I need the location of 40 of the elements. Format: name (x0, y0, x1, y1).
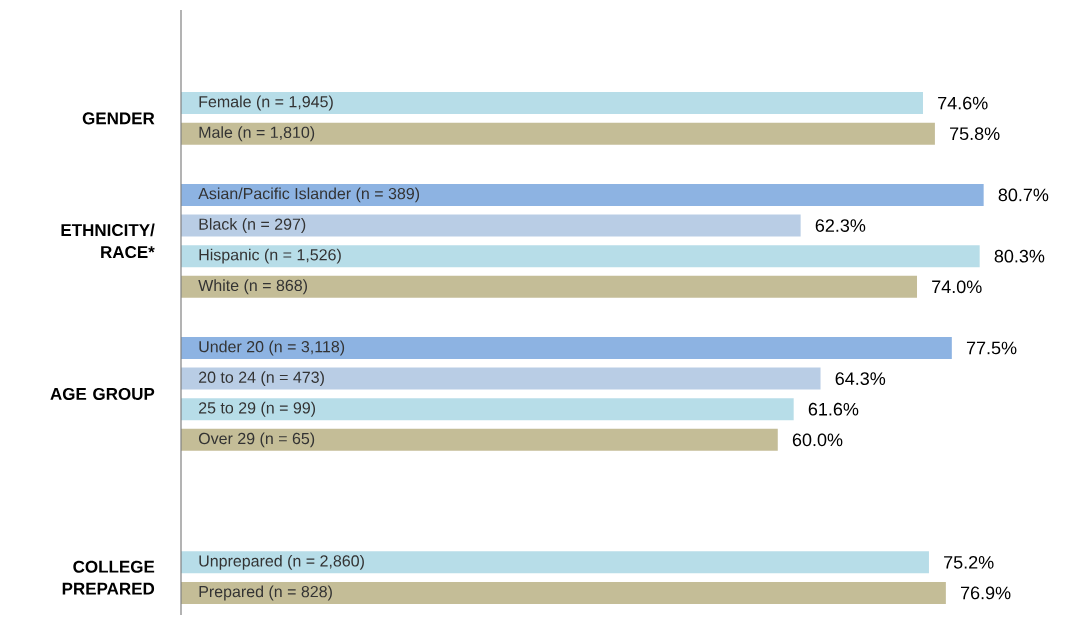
bar (181, 398, 794, 421)
data-label: 64.3% (835, 372, 886, 385)
data-label: 60.0% (792, 433, 843, 447)
data-label: 80.3% (994, 249, 1045, 263)
data-label: 77.5% (966, 341, 1017, 355)
y-tick-label: Prepared (n = 828) (199, 585, 332, 601)
data-label: 61.6% (808, 402, 859, 416)
y-tick-label: 20 to 24 (n = 473) (199, 371, 324, 387)
data-label: 74.0% (932, 280, 982, 294)
data-label: 75.2% (944, 555, 994, 569)
bar (181, 337, 952, 360)
bar (181, 581, 946, 604)
text: GENDER (82, 112, 155, 125)
data-label: 80.7% (998, 188, 1049, 202)
y-tick-label: Over 29 (n = 65) (198, 432, 315, 448)
text: ETHNICITY/ RACE* (61, 223, 155, 259)
bar (181, 122, 935, 145)
bar (181, 214, 801, 237)
bar (181, 275, 918, 298)
data-label: 62.3% (815, 219, 866, 232)
y-tick-label: Hispanic (n = 1,526) (199, 248, 341, 264)
bar (181, 183, 984, 206)
bar (181, 551, 929, 574)
y-tick-label: Male (n = 1,810) (199, 126, 315, 142)
y-tick-label: 25 to 29 (n = 99) (199, 401, 316, 417)
y-tick-label: Asian/Pacific Islander (n = 389) (198, 187, 420, 203)
data-label: 75.8% (950, 127, 1000, 141)
text: COLLEGE PREPARED (62, 560, 155, 595)
y-tick-label: White (n = 868) (198, 279, 308, 295)
data-label: 74.6% (938, 96, 988, 110)
data-label: 76.9% (960, 586, 1011, 600)
bar (181, 367, 821, 390)
bar (181, 245, 980, 268)
bar (181, 92, 923, 115)
y-tick-label: Under 20 (n = 3,118) (199, 340, 345, 356)
bar (181, 428, 778, 451)
y-tick-label: Black (n = 297) (199, 218, 306, 233)
text: AGE GROUP (50, 387, 155, 400)
y-tick-label: Female (n = 1,945) (199, 95, 333, 111)
y-tick-label: Unprepared (n = 2,860) (199, 554, 364, 570)
